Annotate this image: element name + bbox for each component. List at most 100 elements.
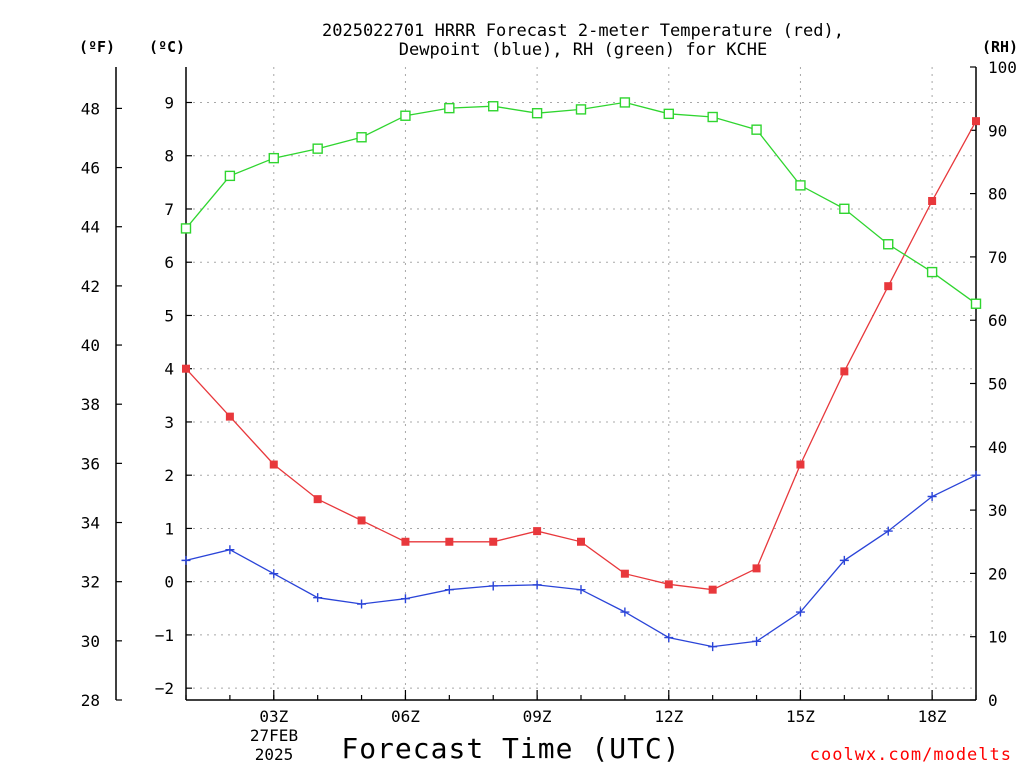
temperature-point <box>752 564 761 573</box>
celsius-tick-label: 3 <box>164 413 174 432</box>
rh-point <box>312 143 323 154</box>
dewpoint-point <box>971 470 981 480</box>
temperature-point <box>445 537 454 546</box>
temperature-point <box>708 585 717 594</box>
rh-point <box>707 111 718 123</box>
x-axis-title: Forecast Time (UTC) <box>341 732 680 765</box>
dewpoint-point <box>488 581 498 591</box>
fahrenheit-axis: 28 30 32 34 36 38 40 42 44 46 48 <box>81 99 122 710</box>
dewpoint-point <box>883 526 893 536</box>
time-tick-label: 06Z <box>391 707 420 726</box>
fahrenheit-tick-label: 42 <box>81 277 100 296</box>
time-tick-label: 18Z <box>918 707 947 726</box>
time-tick-label: 03Z <box>259 707 288 726</box>
temperature-point <box>972 117 980 126</box>
date-label-day: 27FEB <box>250 726 298 745</box>
rh-tick-label: 20 <box>988 564 1007 583</box>
fahrenheit-tick-label: 34 <box>81 514 100 533</box>
dewpoint-point <box>357 599 367 609</box>
dewpoint-point <box>795 607 805 617</box>
date-label-year: 2025 <box>255 745 294 764</box>
temperature-point <box>620 569 629 578</box>
rh-tick-label: 40 <box>988 438 1007 457</box>
celsius-tick-label: 5 <box>164 306 174 325</box>
rh-unit-label: (RH) <box>982 38 1018 56</box>
rh-axis: 0 10 20 30 40 50 60 70 80 90 100 <box>970 58 1017 710</box>
temperature-point <box>182 364 190 373</box>
time-tick-label: 15Z <box>786 707 815 726</box>
dewpoint-point <box>664 633 674 643</box>
rh-tick-label: 80 <box>988 185 1007 204</box>
time-axis: 03Z 06Z 09Z 12Z 15Z 18Z <box>185 690 977 726</box>
dewpoint-point <box>576 585 586 595</box>
rh-tick-label: 100 <box>988 58 1017 77</box>
temperature-point <box>884 282 893 291</box>
rh-point <box>488 101 499 112</box>
temperature-point <box>577 537 585 546</box>
dewpoint-point <box>839 555 849 565</box>
rh-series <box>180 97 982 309</box>
dewpoint-point <box>927 491 937 501</box>
temperature-point <box>489 537 498 546</box>
fahrenheit-unit-label: (ºF) <box>79 38 115 56</box>
chart-title-line1: 2025022701 HRRR Forecast 2-meter Tempera… <box>322 21 844 41</box>
source-credit: coolwx.com/modelts <box>810 745 1012 765</box>
fahrenheit-tick-label: 38 <box>81 395 100 414</box>
fahrenheit-tick-label: 36 <box>81 454 100 473</box>
dewpoint-point <box>400 594 410 604</box>
fahrenheit-tick-label: 32 <box>81 573 100 592</box>
fahrenheit-tick-label: 30 <box>81 632 100 651</box>
celsius-tick-label: −1 <box>155 626 174 645</box>
rh-tick-label: 50 <box>988 375 1007 394</box>
rh-point <box>970 298 982 309</box>
dewpoint-point <box>269 569 279 579</box>
rh-point <box>619 97 631 108</box>
fahrenheit-tick-label: 46 <box>81 159 100 178</box>
fahrenheit-tick-label: 28 <box>81 691 100 710</box>
fahrenheit-tick-label: 40 <box>81 336 100 355</box>
dewpoint-point <box>181 555 191 565</box>
dewpoint-point <box>444 585 454 595</box>
celsius-tick-label: 1 <box>164 519 174 538</box>
celsius-unit-label: (ºC) <box>149 38 185 56</box>
rh-line <box>185 101 977 305</box>
temperature-point <box>269 460 278 469</box>
rh-point <box>400 110 411 121</box>
rh-tick-label: 30 <box>988 501 1007 520</box>
rh-point <box>751 124 762 135</box>
axes <box>115 67 977 701</box>
dewpoint-point <box>752 636 762 646</box>
rh-point <box>224 170 236 182</box>
celsius-tick-label: 6 <box>164 253 174 272</box>
dewpoint-point <box>708 642 718 652</box>
rh-tick-label: 90 <box>988 121 1007 140</box>
rh-point <box>268 152 279 164</box>
rh-point <box>839 203 850 214</box>
dewpoint-point <box>313 593 323 603</box>
temperature-point <box>840 367 849 376</box>
rh-point <box>180 223 192 234</box>
temperature-line <box>185 120 977 591</box>
dewpoint-point <box>225 545 235 555</box>
dewpoint-point <box>532 580 542 590</box>
rh-point <box>356 132 367 143</box>
dewpoint-line <box>185 474 977 648</box>
grid-lines <box>186 67 976 700</box>
temperature-point <box>225 412 234 421</box>
dewpoint-series <box>181 470 981 652</box>
temperature-point <box>401 537 410 546</box>
temperature-point <box>796 460 805 469</box>
celsius-tick-label: 7 <box>164 200 174 219</box>
rh-point <box>531 108 543 119</box>
rh-point <box>795 180 806 191</box>
rh-point <box>926 266 938 278</box>
celsius-tick-label: 2 <box>164 466 174 485</box>
rh-point <box>444 102 455 114</box>
celsius-tick-label: 0 <box>164 573 174 592</box>
celsius-tick-label: 8 <box>164 147 174 166</box>
fahrenheit-tick-label: 48 <box>81 99 100 118</box>
rh-tick-label: 0 <box>988 691 998 710</box>
temperature-point <box>664 580 673 589</box>
chart-title-line2: Dewpoint (blue), RH (green) for KCHE <box>399 40 767 60</box>
